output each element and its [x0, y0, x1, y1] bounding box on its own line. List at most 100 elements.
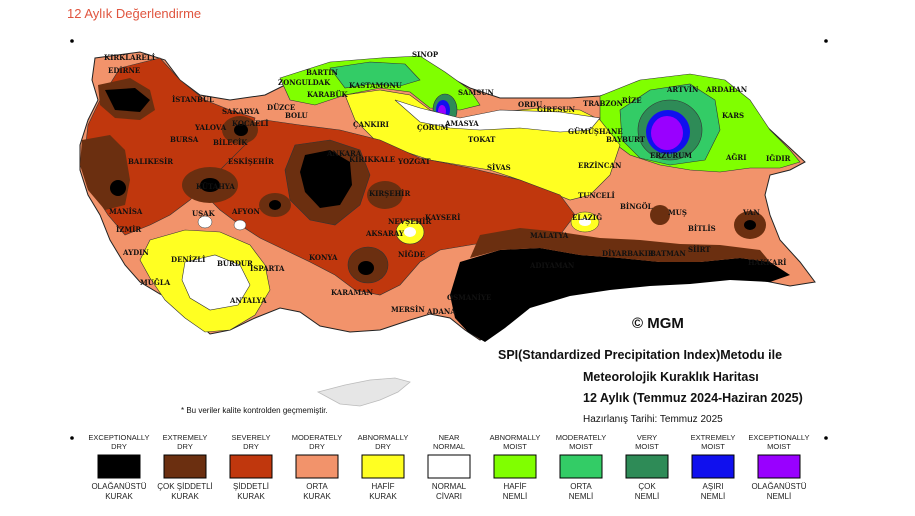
- city-label: KOCAELİ: [232, 119, 269, 128]
- legend-label-en: MODERATELY: [292, 433, 343, 442]
- city-label: OSMANİYE: [447, 293, 491, 302]
- corner-dot: [824, 436, 828, 440]
- corner-dot: [824, 39, 828, 43]
- corner-dot: [70, 436, 74, 440]
- legend-label-tr: ŞİDDETLİ: [233, 482, 269, 491]
- legend-label-en: MOIST: [635, 442, 659, 451]
- legend-label-en: DRY: [309, 442, 325, 451]
- legend-label-en: NEAR: [439, 433, 460, 442]
- map-title-line3: 12 Aylık (Temmuz 2024-Haziran 2025): [583, 391, 803, 405]
- city-label: BATMAN: [650, 249, 686, 258]
- city-label: BİNGÖL: [620, 202, 653, 211]
- city-label: BAYBURT: [606, 135, 646, 144]
- legend-label-en: DRY: [243, 442, 259, 451]
- legend-label-tr: CİVARI: [436, 492, 462, 501]
- legend-label-en: MOIST: [701, 442, 725, 451]
- city-label: AMASYA: [444, 119, 479, 128]
- exceptional-dry-manisa: [110, 180, 126, 196]
- legend-label-en: ABNORMALLY: [358, 433, 409, 442]
- mgm-logo: © MGM: [632, 315, 684, 332]
- legend-label-tr: ORTA: [306, 482, 328, 491]
- legend-label-en: DRY: [111, 442, 127, 451]
- legend-swatch: [493, 454, 537, 479]
- normal-elazig-inner: [579, 218, 591, 226]
- city-label: KARS: [722, 111, 744, 120]
- legend-label-tr: ÇOK: [638, 482, 656, 491]
- city-label: ÇORUM: [417, 123, 449, 132]
- legend-label-en: MOIST: [767, 442, 791, 451]
- city-label: ARTVİN: [666, 85, 699, 94]
- city-label: BURDUR: [217, 259, 253, 268]
- city-label: ZONGULDAK: [278, 78, 331, 87]
- legend-label-tr: KURAK: [237, 492, 265, 501]
- city-label: BİTLİS: [688, 224, 716, 233]
- city-labels: SINOP BARTIN KIRKLARELİ ZONGULDAK KASTAM…: [104, 50, 791, 316]
- city-label: BURSA: [170, 135, 199, 144]
- city-label: BOLU: [285, 111, 308, 120]
- exceptionally-moist-erzurum: [651, 116, 683, 150]
- legend-label-tr: AŞIRI: [703, 482, 724, 491]
- page-title: 12 Aylık Değerlendirme: [67, 6, 202, 21]
- legend-label-en: VERY: [637, 433, 657, 442]
- moist-zone-sinop: [329, 61, 421, 89]
- city-label: ERZİNCAN: [578, 161, 622, 170]
- city-label: HAKKARİ: [748, 258, 786, 267]
- city-label: NEVŞEHİR: [388, 217, 431, 226]
- city-label: ELAZIĞ: [572, 213, 602, 222]
- city-label: KARAMAN: [331, 288, 374, 297]
- city-label: MUĞLA: [140, 278, 171, 287]
- city-label: AKSARAY: [365, 229, 405, 238]
- city-label: DÜZCE: [267, 103, 295, 112]
- city-label: VAN: [742, 208, 760, 217]
- city-label: BİLECİK: [213, 138, 248, 147]
- legend-label-en: DRY: [177, 442, 193, 451]
- city-label: SAKARYA: [222, 107, 260, 116]
- legend-label-en: EXCEPTIONALLY: [748, 433, 809, 442]
- city-label: AYDIN: [122, 248, 149, 257]
- legend-swatch: [691, 454, 735, 479]
- legend-label-en: SEVERELY: [231, 433, 270, 442]
- city-label: KAYSERİ: [425, 213, 460, 222]
- city-label: EDİRNE: [108, 66, 140, 75]
- exceptional-dry-konya: [358, 261, 374, 275]
- legend-label-tr: NEMLİ: [701, 492, 725, 501]
- city-label: ÇANKIRI: [353, 120, 389, 129]
- legend-label-tr: KURAK: [303, 492, 331, 501]
- city-label: AFYON: [231, 207, 260, 216]
- city-label: ADANA: [426, 307, 456, 316]
- city-label: BARTIN: [306, 68, 339, 77]
- city-label: SİVAS: [487, 163, 511, 172]
- city-label: BALIKESİR: [128, 157, 173, 166]
- legend-label-en: EXCEPTIONALLY: [88, 433, 149, 442]
- city-label: MANİSA: [109, 207, 143, 216]
- legend-label-tr: HAFİF: [371, 482, 394, 491]
- legend-label-tr: NEMLİ: [767, 492, 791, 501]
- exceptional-dry-van: [744, 220, 756, 230]
- exceptional-dry-kutahya: [200, 178, 220, 192]
- city-label: KÜTAHYA: [196, 182, 235, 191]
- legend-swatch: [97, 454, 141, 479]
- legend-label-tr: OLAĞANÜSTÜ: [751, 482, 806, 491]
- legend-swatch: [163, 454, 207, 479]
- city-label: GÜMÜŞHANE: [568, 127, 623, 136]
- legend-label-tr: OLAĞANÜSTÜ: [91, 482, 146, 491]
- city-label: KIRIKKALE: [349, 155, 395, 164]
- legend-label-tr: KURAK: [369, 492, 397, 501]
- normal-southwest: [181, 254, 251, 311]
- corner-dot: [70, 39, 74, 43]
- city-label: KIRŞEHİR: [369, 189, 410, 198]
- legend-label-tr: NEMLİ: [503, 492, 527, 501]
- legend-label-en: MOIST: [569, 442, 593, 451]
- city-label: KIRKLARELİ: [104, 53, 155, 62]
- legend-label-en: EXTREMELY: [163, 433, 208, 442]
